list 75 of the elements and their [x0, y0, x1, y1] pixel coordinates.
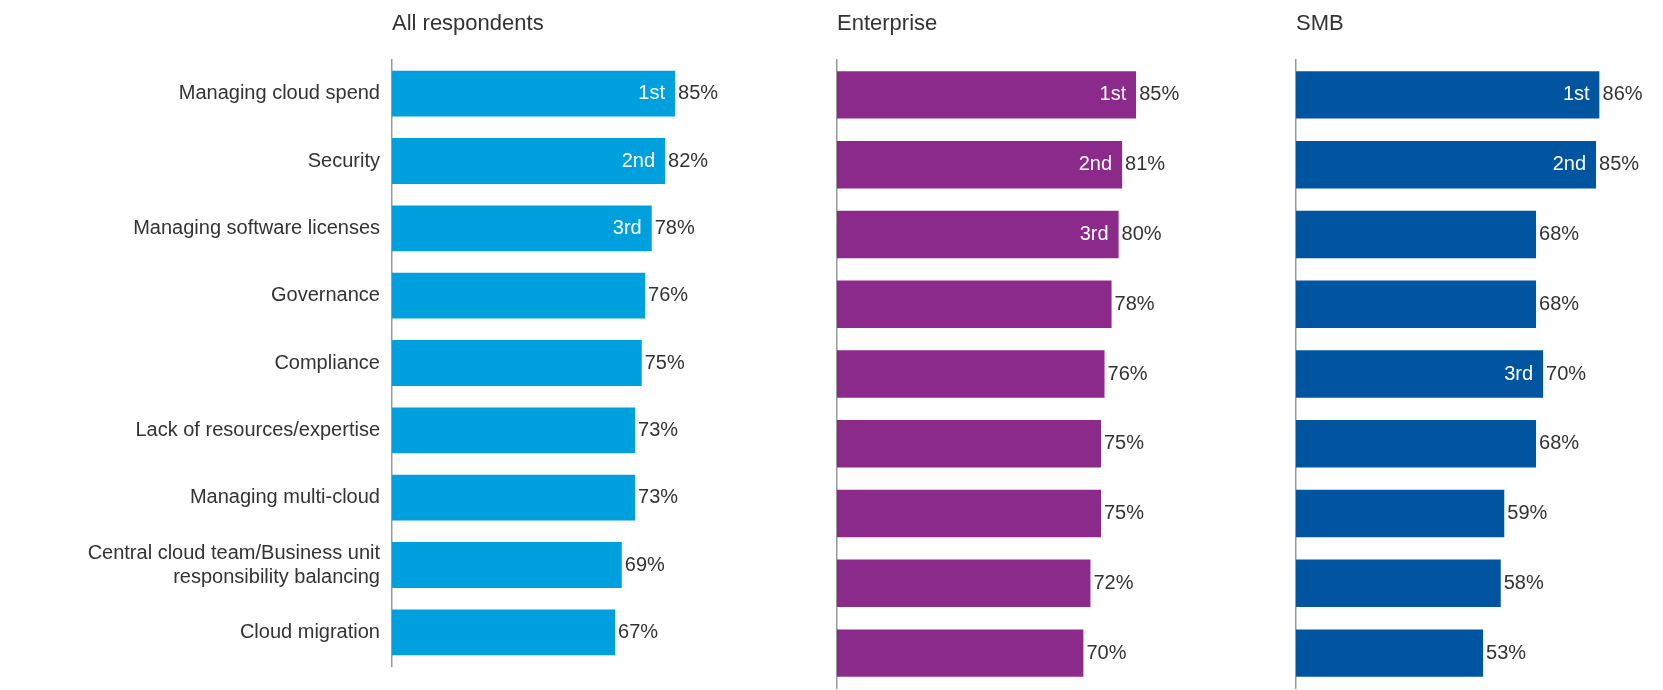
y-tick-label: Cloud migration [239, 619, 380, 642]
data-label: 68% [1539, 291, 1580, 314]
bar [392, 407, 636, 454]
data-label: 82% [668, 148, 709, 171]
annotation: 3rd [1504, 361, 1534, 384]
annotation: 2nd [621, 148, 656, 171]
data-label: 69% [624, 552, 666, 575]
bar [837, 140, 1123, 189]
data-label: 86% [1602, 82, 1643, 105]
data-label: 53% [1486, 640, 1527, 663]
bar [392, 272, 646, 319]
data-label: 73% [638, 485, 679, 508]
data-label: 85% [1139, 82, 1180, 105]
bar [1296, 71, 1600, 119]
bar [837, 350, 1105, 398]
y-tick-label: Security [307, 148, 380, 171]
bar [1296, 489, 1505, 538]
bar [392, 609, 616, 656]
data-label: 58% [1503, 570, 1544, 593]
data-label: 80% [1121, 221, 1162, 244]
bar [1296, 280, 1537, 328]
data-label: 78% [654, 215, 695, 238]
bar [837, 489, 1101, 538]
bar [1296, 559, 1501, 608]
annotation: 1st [638, 81, 666, 104]
bar [837, 559, 1091, 608]
data-label: 76% [648, 283, 689, 306]
annotation: 1st [1099, 82, 1127, 105]
y-tick-label: Central cloud team/Business unit responsibility balancing [87, 540, 381, 587]
bar [837, 210, 1119, 259]
bar [392, 70, 676, 117]
bar [392, 474, 636, 521]
annotation: 3rd [1079, 221, 1109, 244]
data-label: 68% [1539, 221, 1580, 244]
chart-title: SMB [1296, 10, 1344, 35]
data-label: 75% [1104, 431, 1145, 454]
data-label: 72% [1093, 570, 1134, 593]
data-label: 85% [678, 81, 719, 104]
bar [392, 340, 642, 386]
annotation: 1st [1562, 82, 1591, 105]
chart-title: All respondents [392, 10, 544, 35]
bar [837, 420, 1101, 468]
y-tick-label: Compliance [274, 350, 380, 373]
bar [392, 542, 622, 588]
data-label: 67% [618, 619, 659, 642]
y-tick-label: Governance [271, 283, 380, 306]
annotation: 2nd [1552, 152, 1587, 175]
data-label: 59% [1507, 501, 1548, 524]
data-label: 78% [1114, 291, 1155, 314]
bar [1296, 350, 1544, 398]
chart-title: Enterprise [837, 10, 938, 35]
bar [837, 629, 1084, 677]
y-tick-label: Managing software licenses [133, 215, 380, 238]
bar [1296, 210, 1537, 259]
data-label: 75% [644, 350, 685, 373]
data-label: 73% [638, 417, 679, 440]
data-label: 70% [1546, 361, 1587, 384]
bar [392, 205, 652, 252]
data-label: 76% [1107, 361, 1148, 384]
y-tick-label: Lack of resources/expertise [135, 417, 380, 440]
data-label: 70% [1086, 640, 1127, 663]
bar [1296, 629, 1484, 677]
data-label: 81% [1125, 152, 1166, 175]
annotation: 2nd [1078, 152, 1113, 175]
bar [837, 71, 1137, 119]
data-label: 85% [1599, 152, 1640, 175]
bar [392, 138, 666, 184]
bar [1296, 420, 1537, 468]
data-label: 75% [1104, 501, 1145, 524]
y-tick-label: Managing multi-cloud [189, 485, 380, 508]
data-label: 68% [1539, 431, 1580, 454]
y-tick-label: Managing cloud spend [178, 81, 380, 104]
bar [837, 280, 1112, 328]
bar [1296, 140, 1597, 189]
annotation: 3rd [612, 215, 642, 238]
